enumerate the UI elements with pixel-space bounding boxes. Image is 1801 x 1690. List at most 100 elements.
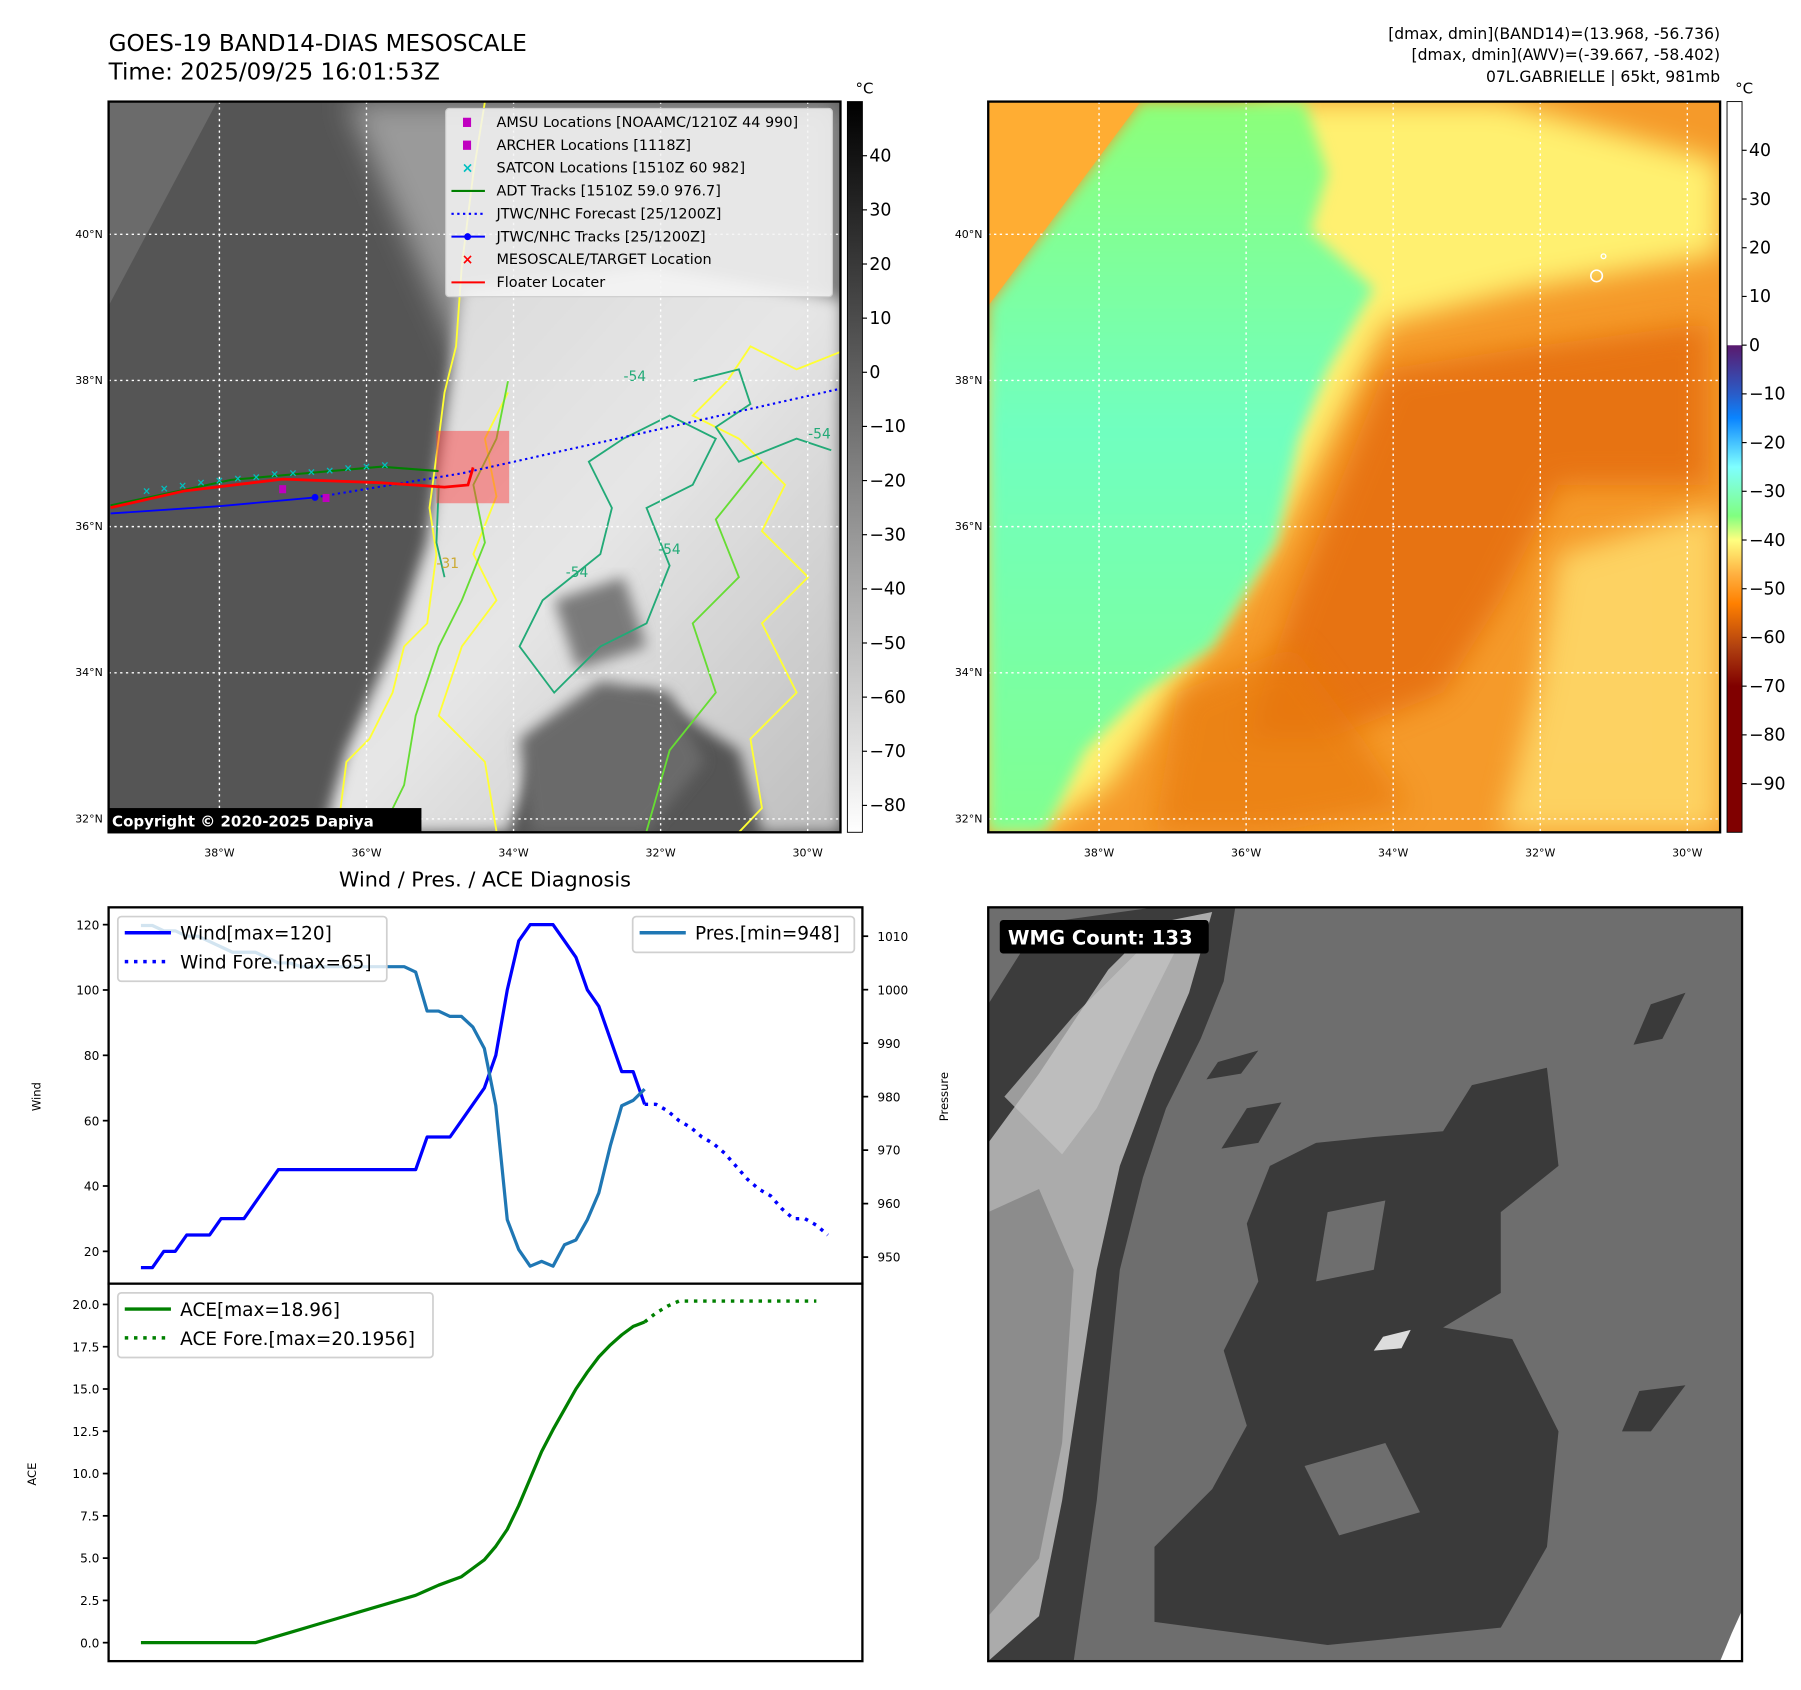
y-tick-label: 20 [84, 1245, 99, 1259]
y-tick-label: 970 [877, 1144, 900, 1158]
legend-label: Pres.[min=948] [695, 924, 840, 945]
wmg-gray-inner [988, 1189, 1074, 1617]
wind-forecast-line [644, 1102, 829, 1237]
adt-track [110, 465, 439, 507]
pressure-axis-label: Pressure [937, 1072, 951, 1121]
y-tick-label: 17.5 [72, 1340, 99, 1354]
awv-map-panel [988, 101, 1721, 833]
lat-tick-label: 40°N [75, 228, 103, 241]
contour-label: -54 [658, 542, 681, 558]
wmg-panel [988, 907, 1743, 1662]
wmg-count-badge [999, 920, 1209, 954]
y-tick-label: 0.0 [80, 1636, 99, 1650]
contour-ring-small [1600, 253, 1607, 260]
y-tick-label: 2.5 [80, 1594, 99, 1608]
satcon-marker: × [381, 460, 390, 472]
ace-line [140, 1320, 646, 1645]
y-tick-label: 5.0 [80, 1552, 99, 1566]
legend-label: Floater Locater [496, 275, 605, 291]
colorbar-tick-label: −30 [869, 525, 906, 545]
satcon-marker: × [252, 471, 261, 483]
colorbar-tick-label: −70 [1749, 677, 1786, 697]
colorbar-right-unit: °C [1735, 80, 1753, 98]
colorbar-right [1726, 101, 1743, 833]
wmg-dark-patch [1633, 992, 1686, 1045]
wmg-dark-blob [1154, 1067, 1559, 1645]
colorbar-tick-label: 20 [1749, 239, 1771, 259]
legend-label: AMSU Locations [NOAAMC/1210Z 44 990] [496, 115, 798, 131]
forecast-track [314, 387, 841, 499]
figure-title: GOES-19 BAND14-DIAS MESOSCALE [109, 31, 527, 57]
colorbar-tick-label: −10 [1749, 385, 1786, 405]
colorbar-tick-label: −60 [1749, 628, 1786, 648]
stats-awv: [dmax, dmin](AWV)=(-39.667, -58.402) [1412, 46, 1721, 64]
y-tick-label: 7.5 [80, 1509, 99, 1523]
satcon-marker: × [362, 461, 371, 473]
y-tick-label: 1000 [877, 983, 908, 997]
wmg-dark-patch-4 [1221, 1102, 1282, 1149]
contour-label: -54 [623, 369, 646, 385]
colorbar-tick-label: 10 [869, 309, 891, 329]
contour-line [380, 380, 509, 833]
satcon-marker: × [215, 475, 224, 487]
deep-convection-2 [1154, 646, 1409, 833]
colorbar-left [846, 101, 863, 833]
wmg-gray-hole-2 [1304, 1442, 1420, 1536]
wmg-count-text: WMG Count: 133 [1008, 926, 1193, 949]
legend-label: ACE Fore.[max=20.1956] [180, 1329, 415, 1350]
lat-tick-label: 38°N [75, 374, 103, 387]
lon-tick-label: 36°W [351, 847, 381, 860]
figure-time: Time: 2025/09/25 16:01:53Z [108, 60, 440, 86]
satcon-marker: × [160, 483, 169, 495]
copyright-text: Copyright © 2020-2025 Dapiya [112, 813, 374, 831]
legend-x-icon: × [462, 161, 474, 177]
satcon-marker: × [197, 477, 206, 489]
floater-track [110, 467, 475, 509]
contour-label: -31 [436, 556, 459, 572]
legend-label: MESOSCALE/TARGET Location [496, 252, 711, 268]
chart-title: Wind / Pres. / ACE Diagnosis [339, 868, 631, 892]
y-tick-label: 40 [84, 1180, 99, 1194]
amsu-archer-marker [322, 493, 330, 503]
clear-air-region [988, 101, 1374, 833]
y-tick-label: 120 [76, 918, 99, 932]
satcon-marker: × [307, 466, 316, 478]
lat-tick-label: 32°N [955, 812, 983, 825]
ace-forecast-line [643, 1299, 817, 1324]
colorbar-tick-label: 20 [869, 255, 891, 275]
wmg-gray-hole [1316, 1200, 1386, 1282]
y-tick-label: 80 [84, 1049, 99, 1063]
legend-label: ARCHER Locations [1118Z] [496, 138, 691, 154]
wind-axis-label: Wind [29, 1082, 43, 1111]
colorbar-tick-label: 40 [1749, 141, 1771, 161]
lon-tick-label: 36°W [1231, 847, 1261, 860]
legend-label: SATCON Locations [1510Z 60 982] [496, 161, 745, 177]
y-tick-label: 1010 [877, 930, 908, 944]
colorbar-tick-label: −70 [869, 742, 906, 762]
wmg-nodata-corner [1720, 1610, 1743, 1662]
colorbar-tick-label: −50 [1749, 580, 1786, 600]
y-tick-label: 960 [877, 1197, 900, 1211]
legend-label: JTWC/NHC Tracks [25/1200Z] [495, 229, 705, 245]
satcon-marker: × [233, 473, 242, 485]
contour-label: -54 [566, 565, 589, 581]
colorbar-tick-label: −30 [1749, 482, 1786, 502]
y-tick-label: 15.0 [72, 1383, 99, 1397]
y-tick-label: 12.5 [72, 1425, 99, 1439]
yellow-patch [1500, 507, 1721, 833]
lon-tick-label: 34°W [498, 847, 528, 860]
lon-tick-label: 32°W [1525, 847, 1555, 860]
storm-tracks: × × × × × × × × × × × × × × [110, 387, 841, 515]
contour-line [435, 484, 446, 578]
lon-tick-label: 38°W [204, 847, 234, 860]
satcon-marker: × [270, 468, 279, 480]
colorbar-tick-label: −40 [869, 580, 906, 600]
lat-tick-label: 38°N [955, 374, 983, 387]
lat-tick-label: 36°N [955, 520, 983, 533]
dark-cloud-gap [519, 681, 705, 833]
colorbar-tick-label: −20 [1749, 433, 1786, 453]
lon-tick-label: 30°W [1672, 847, 1702, 860]
wmg-light-band-2 [1004, 923, 1190, 1155]
contour-label: -54 [808, 427, 831, 443]
